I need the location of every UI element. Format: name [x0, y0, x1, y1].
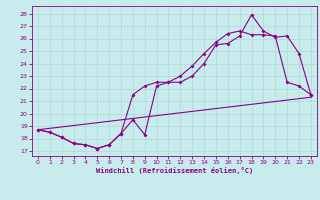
- X-axis label: Windchill (Refroidissement éolien,°C): Windchill (Refroidissement éolien,°C): [96, 167, 253, 174]
